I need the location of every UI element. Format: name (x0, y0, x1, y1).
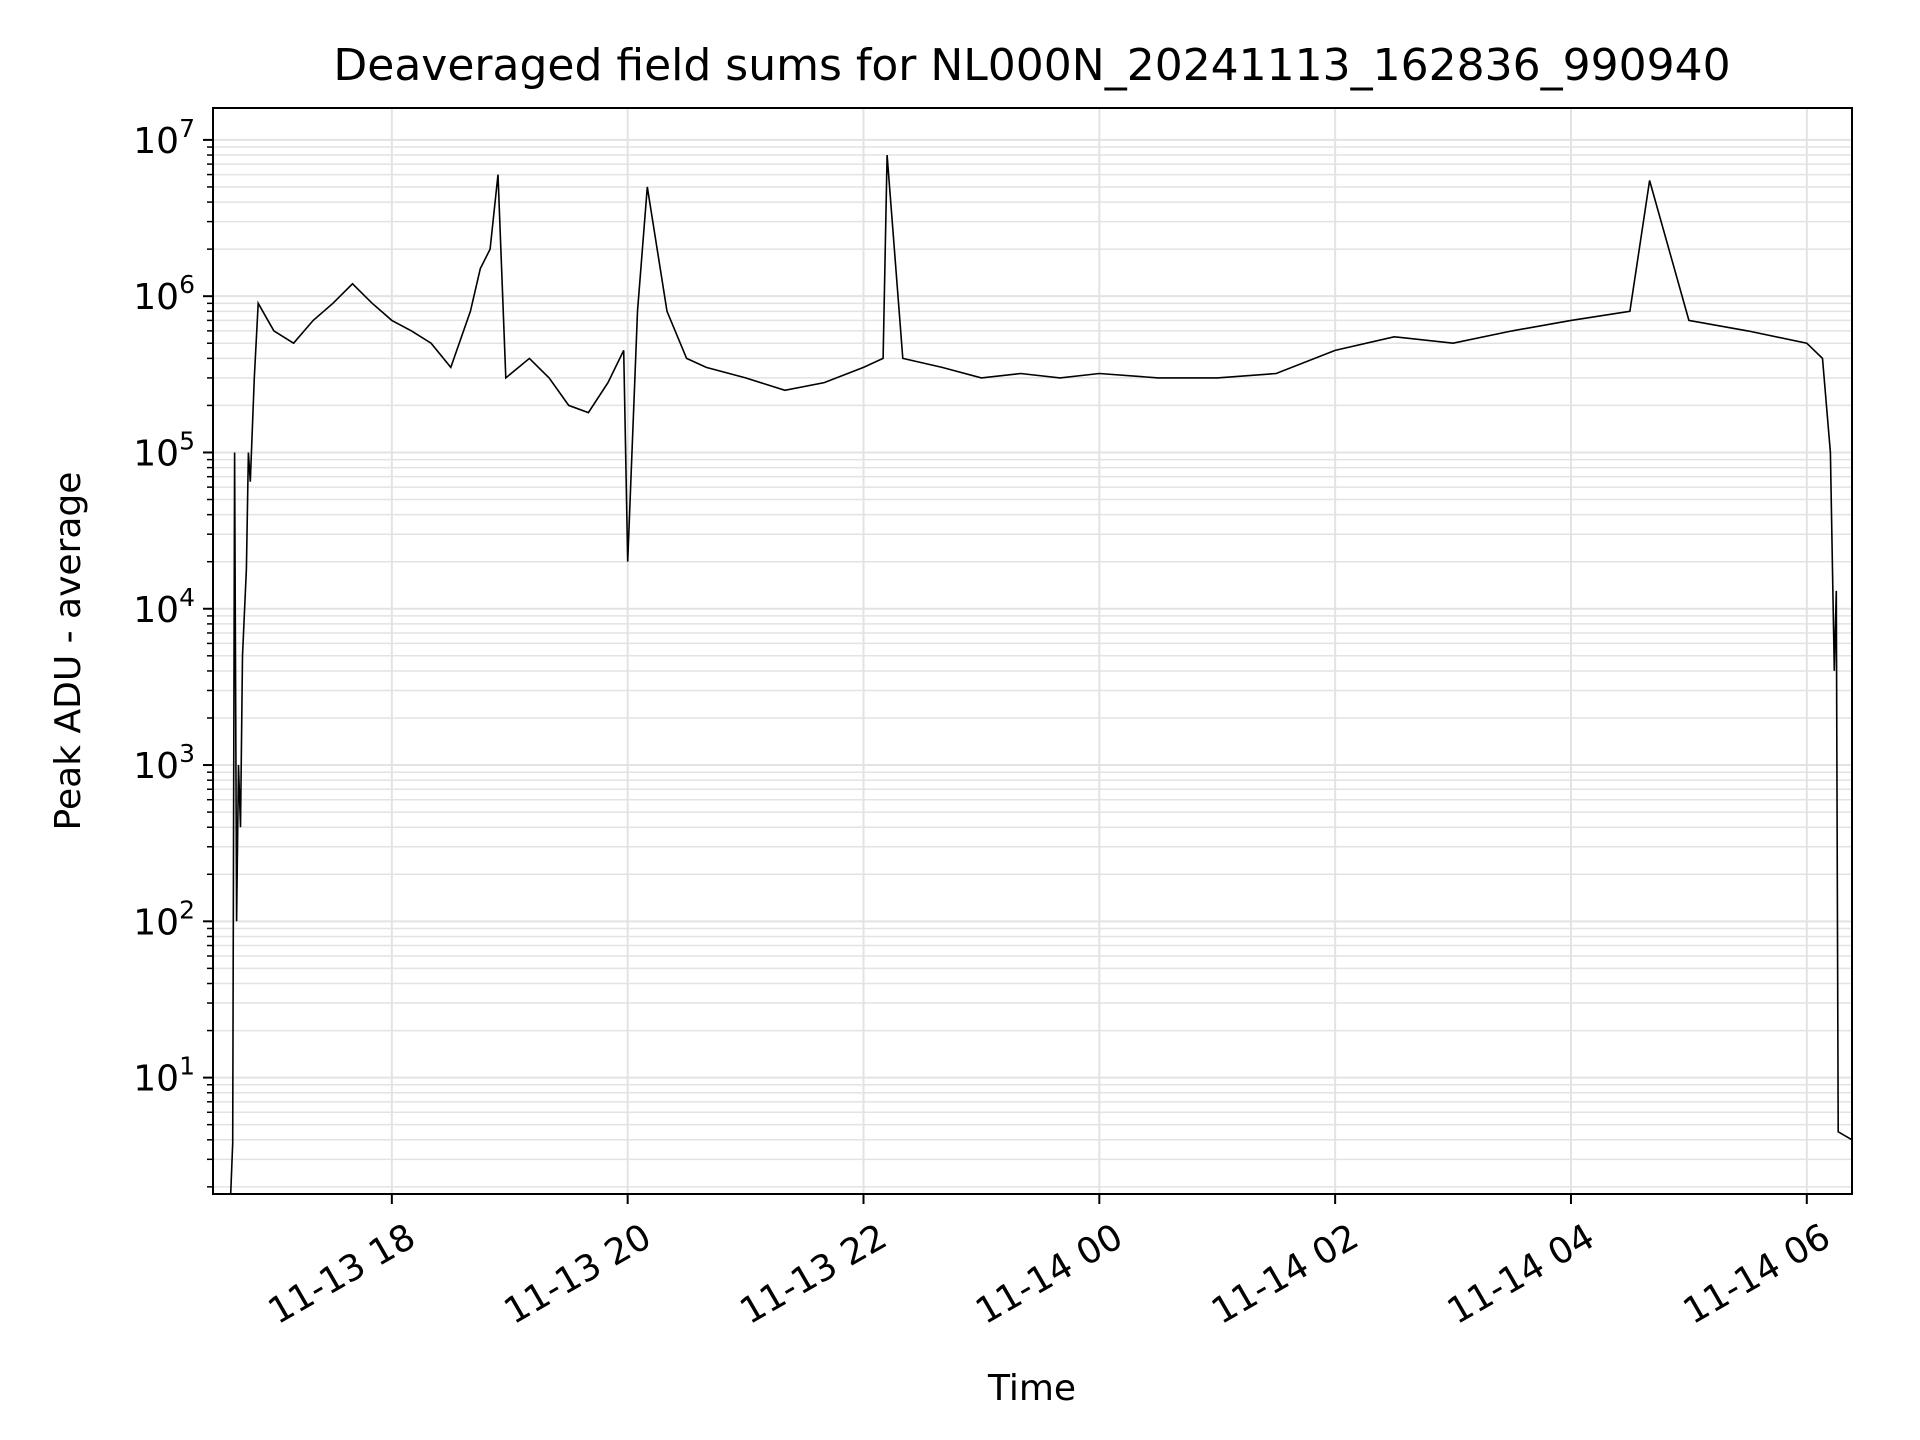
y-tick-label: 104 (133, 583, 195, 631)
y-tick-label-exponent: 4 (179, 583, 195, 612)
series-line (229, 154, 1853, 1195)
y-tick-label-base: 10 (133, 746, 179, 787)
y-tick-label: 103 (133, 739, 195, 787)
x-axis-label: Time (987, 1368, 1076, 1409)
y-tick-label: 102 (133, 895, 195, 943)
y-tick-label-base: 10 (133, 277, 179, 318)
y-tick-label: 107 (133, 114, 195, 162)
y-tick-label-base: 10 (133, 121, 179, 162)
y-tick-label-exponent: 5 (179, 426, 195, 455)
y-tick-label-exponent: 7 (179, 114, 195, 143)
y-tick-label-exponent: 6 (179, 270, 195, 299)
grid (213, 108, 1852, 1194)
y-tick-label-base: 10 (133, 902, 179, 943)
plot-frame (212, 107, 1853, 1195)
series-layer (229, 154, 1853, 1195)
y-tick-label: 106 (133, 270, 195, 318)
y-tick-label-exponent: 3 (179, 739, 195, 768)
y-tick-label-base: 10 (133, 433, 179, 474)
y-tick-label-base: 10 (133, 590, 179, 631)
y-tick-label-exponent: 1 (179, 1052, 195, 1081)
y-tick-label-base: 10 (133, 1059, 179, 1100)
y-axis-label: Peak ADU - average (48, 472, 89, 831)
chart-title: Deaveraged field sums for NL000N_2024111… (333, 40, 1730, 91)
y-tick-label: 101 (133, 1052, 195, 1100)
y-tick-label-exponent: 2 (179, 895, 195, 924)
y-tick-label: 105 (133, 426, 195, 474)
